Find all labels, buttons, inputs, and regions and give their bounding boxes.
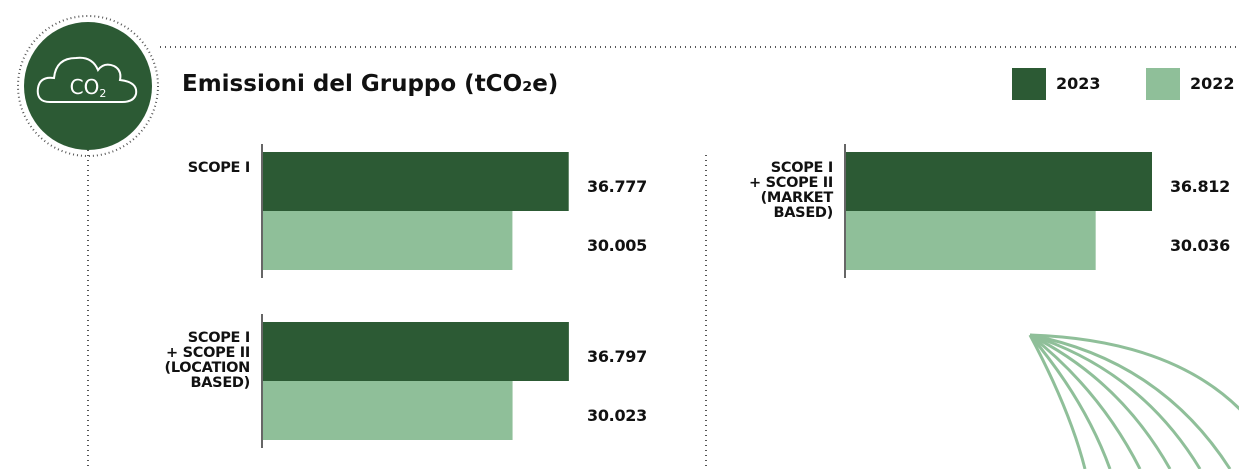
icon — [24, 22, 152, 150]
legend-label: 2022 — [1190, 74, 1235, 93]
legend-label: 2023 — [1056, 74, 1101, 93]
value-label: 36.812 — [1170, 177, 1230, 196]
bar — [846, 152, 1152, 211]
icon-subscript: 2 — [99, 87, 106, 100]
decoration — [1028, 333, 1239, 469]
value-label: 30.005 — [587, 236, 647, 255]
cloud-icon — [36, 56, 138, 103]
icon-ring — [17, 15, 159, 157]
bar — [846, 211, 1096, 270]
value-label: 36.797 — [587, 347, 647, 366]
category-label: SCOPE I + SCOPE II (MARKET BASED) — [749, 160, 833, 221]
bar — [263, 381, 513, 440]
category-label: SCOPE I + SCOPE II (LOCATION BASED) — [164, 330, 251, 391]
chart-title: Emissioni del Gruppo (tCO₂e) — [182, 71, 559, 97]
value-label: 36.777 — [587, 177, 647, 196]
category-label: SCOPE I — [187, 160, 251, 176]
legend-swatch — [1012, 68, 1046, 100]
bar — [263, 152, 569, 211]
value-label: 30.036 — [1170, 236, 1230, 255]
value-label: 30.023 — [587, 406, 647, 425]
bar — [263, 211, 513, 270]
legend-swatch — [1146, 68, 1180, 100]
bar — [263, 322, 569, 381]
